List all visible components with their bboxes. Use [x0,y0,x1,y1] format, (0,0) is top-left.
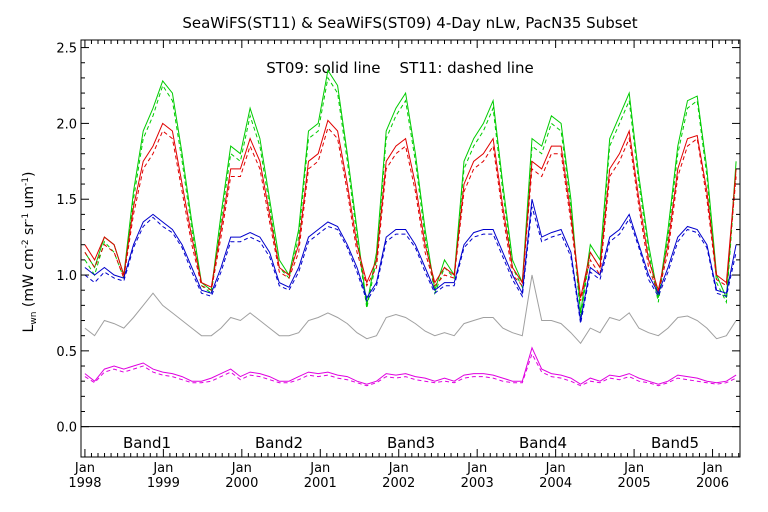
y-axis-label: Lwn (mW cm-2 sr-1 um-1) [21,172,39,333]
y-axis-label-exp2: -1 [21,213,31,222]
series-band5-dashed-line [84,352,737,387]
x-tick-month: Jan [74,461,95,476]
y-tick-label: 1.5 [56,193,77,208]
y-axis-label-sr: sr [21,222,37,240]
legend-band5: Band5 [651,434,699,452]
series-band3-dashed-line [84,206,737,324]
series-band5-solid-line [84,346,737,385]
x-tick-year: 1999 [147,476,180,491]
legend-band2: Band2 [255,434,303,452]
series-band4-solid-line [84,274,737,345]
x-tick-month: Jan [702,461,723,476]
chart-title: SeaWiFS(ST11) & SeaWiFS(ST09) 4-Day nLw,… [182,14,637,32]
plot-frame [80,39,741,458]
series-band2-solid-line [84,119,737,298]
x-tick-year: 2005 [618,476,651,491]
series-band1-dashed-line [84,76,737,318]
x-tick-year: 2006 [696,476,729,491]
y-tick-label: 1.0 [56,269,77,284]
x-tick-year: 1998 [68,476,101,491]
y-axis-label-main: L [21,324,37,332]
y-tick-label: 0.0 [56,421,77,436]
y-axis-label-um: um [21,186,37,213]
y-axis-label-exp1: -2 [21,239,31,248]
x-tick-month: Jan [545,461,566,476]
legend-band4: Band4 [519,434,567,452]
y-axis-label-unit: (mW cm [21,248,37,311]
series-band3-solid-line [84,199,737,321]
x-tick-year: 2001 [304,476,337,491]
y-axis-label-sub: wn [29,312,39,325]
series-band2-dashed-line [84,126,737,301]
y-axis-label-close: ) [21,172,37,177]
y-tick-label: 2.5 [56,42,77,57]
x-tick-year: 2000 [225,476,258,491]
y-tick-label: 0.5 [56,345,77,360]
legend-band1: Band1 [123,434,171,452]
x-tick-month: Jan [466,461,487,476]
series-band1-solid-line [84,68,737,313]
x-tick-year: 2002 [382,476,415,491]
legend-band3: Band3 [387,434,435,452]
y-tick-label: 2.0 [56,117,77,132]
x-tick-month: Jan [623,461,644,476]
x-tick-year: 2003 [461,476,494,491]
line-style-annotation: ST09: solid line ST11: dashed line [266,59,534,77]
x-tick-year: 2004 [539,476,572,491]
x-tick-month: Jan [231,461,252,476]
y-axis-label-exp3: -1 [21,177,31,186]
x-tick-month: Jan [152,461,173,476]
x-tick-month: Jan [309,461,330,476]
x-tick-month: Jan [388,461,409,476]
